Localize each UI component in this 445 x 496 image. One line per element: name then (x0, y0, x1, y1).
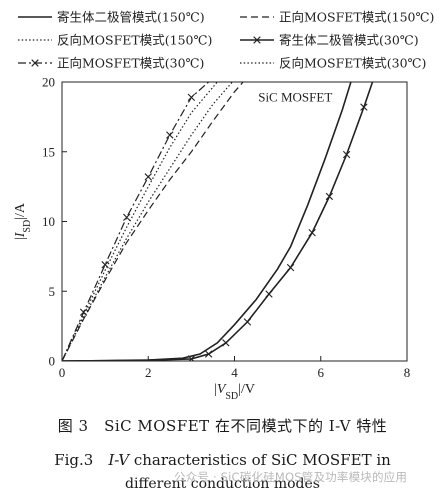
legend-label: 寄生体二极管模式(30℃) (279, 33, 419, 48)
x-tick-label: 2 (145, 365, 152, 380)
data-point-marker (265, 290, 273, 298)
data-point-marker (360, 103, 368, 111)
series-line (62, 82, 209, 361)
x-tick-label: 4 (231, 365, 238, 380)
data-point-marker (204, 350, 213, 358)
plot-frame (61, 81, 408, 362)
y-tick-label: 20 (42, 75, 55, 90)
legend-label: 正向MOSFET模式(30℃) (57, 56, 204, 71)
series-layer (62, 82, 374, 361)
y-tick-label: 10 (42, 214, 55, 229)
data-point-marker (144, 173, 152, 181)
x-tick-label: 8 (404, 365, 411, 380)
data-point-marker (342, 150, 351, 159)
caption-english-text: characteristics of SiC MOSFET in (129, 451, 391, 469)
data-point-marker (122, 213, 131, 222)
x-tick-label: 6 (318, 365, 325, 380)
watermark: 公众号 · SiC碳化硅MOS管及功率模块的应用 (174, 470, 408, 484)
series-line (62, 82, 244, 361)
caption-fig-number: Fig.3 (54, 451, 109, 469)
data-point-marker (325, 192, 334, 201)
caption-english-line2: different conduction modes (125, 476, 320, 492)
series-line (62, 82, 374, 361)
data-point-marker (101, 261, 109, 269)
legend-item: 正向MOSFET模式(150℃) (240, 10, 434, 25)
legend-item: 寄生体二极管模式(150℃) (18, 10, 205, 25)
axis-ticks: 0 2 4 6 8 0 5 10 15 20 (42, 75, 410, 381)
iv-chart: 寄生体二极管模式(150℃) 正向MOSFET模式(150℃) 反向MOSFET模式… (13, 10, 434, 402)
y-tick-label: 0 (49, 354, 56, 369)
caption-iv-italic: I-V (108, 451, 130, 469)
legend-label: 正向MOSFET模式(150℃) (279, 10, 434, 25)
series-6 (62, 82, 218, 361)
data-point-marker (286, 263, 295, 272)
legend-marker (31, 59, 39, 67)
data-point-marker (187, 355, 196, 361)
legend-marker (253, 36, 261, 44)
data-point-marker (243, 318, 252, 326)
caption-chinese: 图 3 SiC MOSFET 在不同模式下的 I-V 特性 (57, 417, 388, 435)
legend-item: 寄生体二极管模式(30℃) (240, 33, 419, 48)
series-line (62, 82, 218, 361)
series-line (62, 82, 233, 361)
legend-label: 寄生体二极管模式(150℃) (57, 10, 205, 25)
legend-label: 反向MOSFET模式(30℃) (279, 56, 426, 71)
series-line (62, 82, 352, 361)
data-point-marker (166, 131, 174, 139)
series-2 (62, 82, 244, 361)
y-axis-label: |ISD|/A (13, 202, 33, 240)
legend-item: 反向MOSFET模式(30℃) (240, 56, 426, 71)
legend-item: 正向MOSFET模式(30℃) (18, 56, 204, 71)
data-point-marker (187, 93, 196, 102)
data-point-marker (222, 339, 230, 347)
series-1 (62, 82, 352, 361)
x-axis-label: |VSD|/V (214, 382, 255, 402)
caption-english-line1: Fig.3 I-V characteristics of SiC MOSFET … (0, 449, 445, 470)
series-3 (62, 82, 233, 361)
annotation-label: SiC MOSFET (258, 90, 332, 105)
y-tick-label: 15 (42, 144, 55, 159)
legend-label: 反向MOSFET模式(150℃) (57, 33, 212, 48)
series-4 (62, 82, 374, 361)
legend-item: 反向MOSFET模式(150℃) (18, 33, 212, 48)
y-tick-label: 5 (49, 284, 56, 299)
data-point-marker (308, 228, 316, 237)
x-tick-label: 0 (59, 365, 66, 380)
legend: 寄生体二极管模式(150℃) 正向MOSFET模式(150℃) 反向MOSFET模式… (18, 10, 434, 71)
